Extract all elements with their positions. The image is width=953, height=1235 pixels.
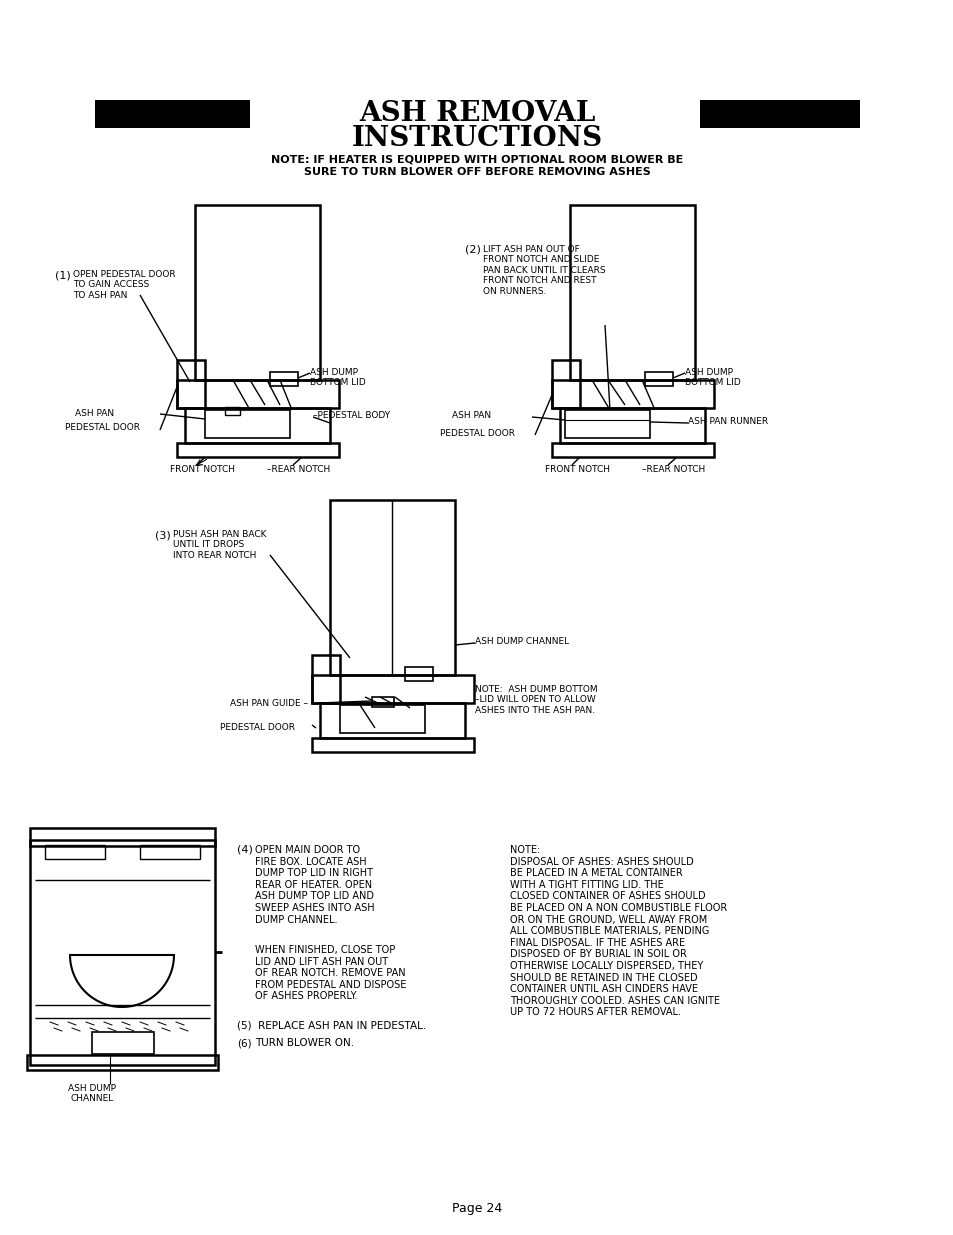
Bar [372,697,394,706]
Bar [552,443,713,457]
Bar [312,676,474,703]
Text: NOTE:
DISPOSAL OF ASHES: ASHES SHOULD
BE PLACED IN A METAL CONTAINER
WITH A TIGH: NOTE: DISPOSAL OF ASHES: ASHES SHOULD BE… [510,845,726,1018]
Text: ASH DUMP
BOTTOM LID: ASH DUMP BOTTOM LID [684,368,740,388]
Bar [140,845,200,860]
Bar [319,703,464,739]
Text: Page 24: Page 24 [452,1202,501,1215]
Bar [27,1055,218,1070]
Text: ASH PAN GUIDE –: ASH PAN GUIDE – [230,699,308,708]
Text: PEDESTAL DOOR: PEDESTAL DOOR [439,429,515,437]
Text: INSTRUCTIONS: INSTRUCTIONS [351,125,602,152]
Bar [312,655,339,703]
Text: PEDESTAL DOOR: PEDESTAL DOOR [65,422,140,431]
Text: OPEN PEDESTAL DOOR
TO GAIN ACCESS
TO ASH PAN: OPEN PEDESTAL DOOR TO GAIN ACCESS TO ASH… [73,270,175,300]
Bar [700,100,859,128]
Bar [194,205,319,380]
Bar [644,372,672,387]
Bar [177,443,338,457]
Text: WHEN FINISHED, CLOSE TOP
LID AND LIFT ASH PAN OUT
OF REAR NOTCH. REMOVE PAN
FROM: WHEN FINISHED, CLOSE TOP LID AND LIFT AS… [254,945,406,1002]
Bar [569,205,695,380]
Text: (1): (1) [55,270,71,280]
Text: NOTE: IF HEATER IS EQUIPPED WITH OPTIONAL ROOM BLOWER BE
SURE TO TURN BLOWER OFF: NOTE: IF HEATER IS EQUIPPED WITH OPTIONA… [271,156,682,177]
Text: (6): (6) [236,1037,252,1049]
Text: ASH REMOVAL: ASH REMOVAL [358,100,595,127]
Bar [312,739,474,752]
Bar [270,372,297,387]
Text: ASH DUMP
BOTTOM LID: ASH DUMP BOTTOM LID [310,368,365,388]
Text: (2): (2) [464,245,480,254]
Bar [405,667,433,680]
Bar [185,408,330,443]
Text: (5)  REPLACE ASH PAN IN PEDESTAL.: (5) REPLACE ASH PAN IN PEDESTAL. [236,1020,426,1030]
Bar [559,408,704,443]
Bar [339,705,424,734]
Text: TURN BLOWER ON.: TURN BLOWER ON. [254,1037,354,1049]
Text: –REAR NOTCH: –REAR NOTCH [641,466,704,474]
Bar [177,359,205,408]
Text: –REAR NOTCH: –REAR NOTCH [267,466,330,474]
Text: FRONT NOTCH: FRONT NOTCH [544,466,609,474]
Bar [205,410,290,438]
Bar [30,827,214,846]
Text: ASH PAN RUNNER: ASH PAN RUNNER [687,417,767,426]
Bar [30,840,214,1065]
Bar [552,359,579,408]
Text: FRONT NOTCH: FRONT NOTCH [170,466,234,474]
Text: NOTE:  ASH DUMP BOTTOM
–LID WILL OPEN TO ALLOW
ASHES INTO THE ASH PAN.: NOTE: ASH DUMP BOTTOM –LID WILL OPEN TO … [475,685,597,715]
Bar [330,500,455,676]
Bar [45,845,105,860]
Bar [95,100,250,128]
Text: PEDESTAL DOOR: PEDESTAL DOOR [220,724,294,732]
Text: (3): (3) [154,530,171,540]
Text: (4): (4) [236,845,253,855]
Text: –PEDESTAL BODY: –PEDESTAL BODY [313,410,390,420]
Bar [225,408,240,415]
Text: OPEN MAIN DOOR TO
FIRE BOX. LOCATE ASH
DUMP TOP LID IN RIGHT
REAR OF HEATER. OPE: OPEN MAIN DOOR TO FIRE BOX. LOCATE ASH D… [254,845,375,925]
Text: ASH PAN: ASH PAN [452,410,491,420]
Text: LIFT ASH PAN OUT OF
FRONT NOTCH AND SLIDE
PAN BACK UNTIL IT CLEARS
FRONT NOTCH A: LIFT ASH PAN OUT OF FRONT NOTCH AND SLID… [482,245,605,295]
Text: ASH DUMP
CHANNEL: ASH DUMP CHANNEL [68,1084,116,1103]
Text: PUSH ASH PAN BACK
UNTIL IT DROPS
INTO REAR NOTCH: PUSH ASH PAN BACK UNTIL IT DROPS INTO RE… [172,530,266,559]
Bar [91,1032,153,1053]
Text: ASH DUMP CHANNEL: ASH DUMP CHANNEL [475,637,569,646]
Bar [177,380,338,408]
Bar [552,380,713,408]
Text: ASH PAN: ASH PAN [75,409,114,417]
Bar [564,410,649,438]
